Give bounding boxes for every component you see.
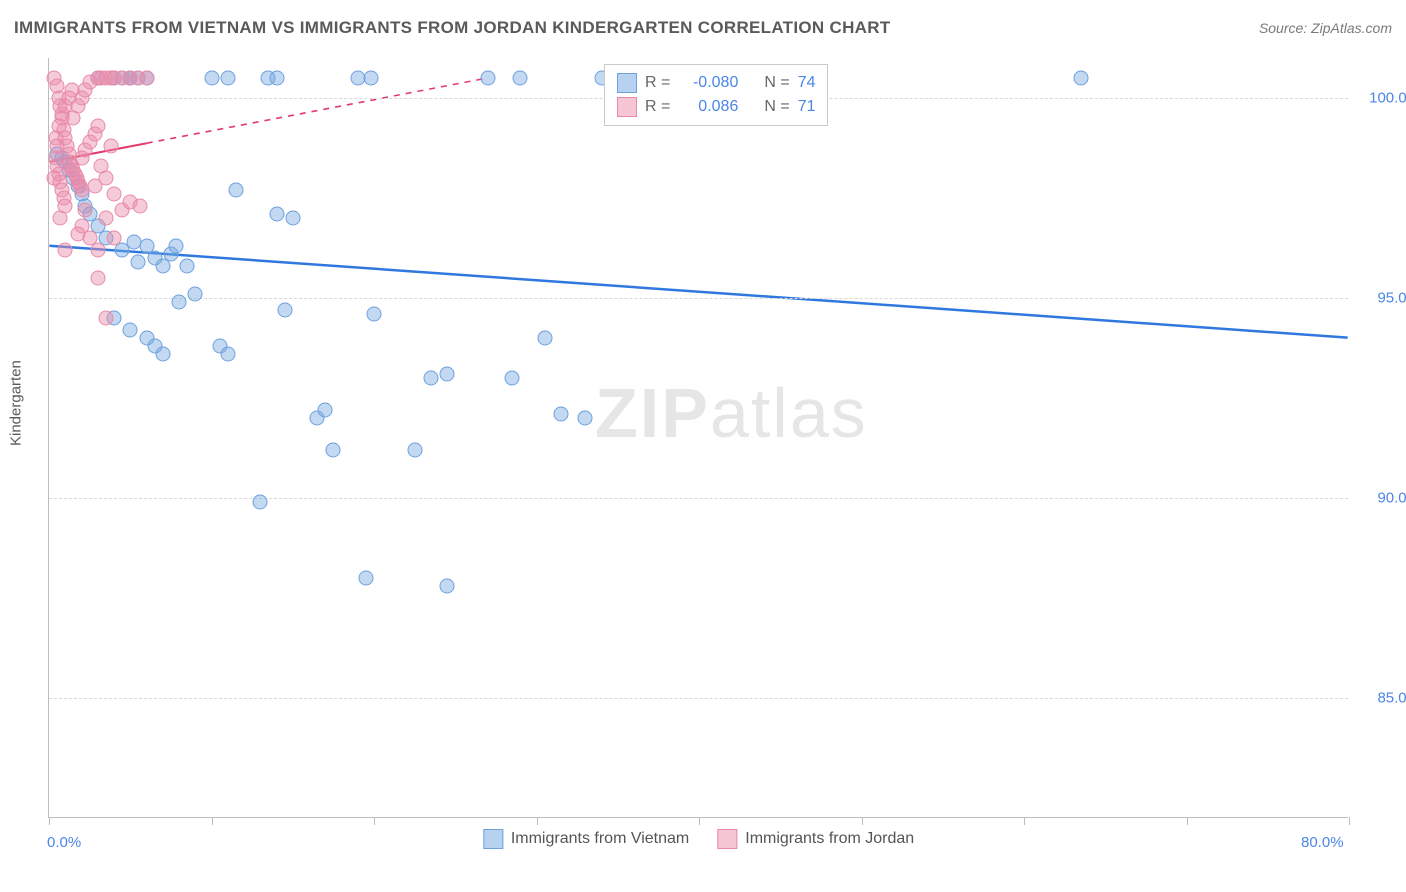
n-value: 71 [798, 95, 816, 119]
x-tick [1024, 817, 1025, 825]
x-tick [1187, 817, 1188, 825]
r-label: R = [645, 95, 670, 119]
legend-swatch [717, 829, 737, 849]
data-point-vietnam [188, 287, 203, 302]
data-point-vietnam [505, 371, 520, 386]
data-point-jordan [58, 243, 73, 258]
y-tick-label: 85.0% [1356, 690, 1406, 707]
data-point-vietnam [228, 183, 243, 198]
x-tick [374, 817, 375, 825]
r-value: -0.080 [678, 71, 738, 95]
legend-swatch [617, 97, 637, 117]
data-point-jordan [46, 171, 61, 186]
data-point-jordan [94, 159, 109, 174]
x-tick-label: 0.0% [47, 834, 81, 851]
series-legend-item: Immigrants from Jordan [717, 829, 914, 849]
n-label: N = [764, 71, 789, 95]
gridline-h [49, 298, 1348, 299]
stats-legend: R = -0.080 N = 74 R = 0.086 N = 71 [604, 64, 828, 126]
trendline-vietnam-solid [49, 246, 1347, 338]
data-point-vietnam [204, 71, 219, 86]
legend-swatch [483, 829, 503, 849]
watermark: ZIPatlas [595, 373, 868, 453]
data-point-jordan [139, 71, 154, 86]
data-point-jordan [50, 139, 65, 154]
y-axis-label: Kindergarten [8, 360, 25, 446]
x-tick [862, 817, 863, 825]
data-point-vietnam [358, 571, 373, 586]
data-point-jordan [98, 211, 113, 226]
x-tick [49, 817, 50, 825]
data-point-vietnam [513, 71, 528, 86]
legend-label: Immigrants from Jordan [745, 830, 914, 848]
data-point-vietnam [537, 331, 552, 346]
data-point-vietnam [168, 239, 183, 254]
data-point-jordan [107, 231, 122, 246]
data-point-vietnam [269, 207, 284, 222]
data-point-vietnam [269, 71, 284, 86]
x-tick [537, 817, 538, 825]
data-point-jordan [90, 243, 105, 258]
data-point-jordan [90, 271, 105, 286]
chart-title: IMMIGRANTS FROM VIETNAM VS IMMIGRANTS FR… [14, 18, 891, 38]
data-point-vietnam [423, 371, 438, 386]
data-point-vietnam [277, 303, 292, 318]
data-point-vietnam [253, 495, 268, 510]
data-point-jordan [107, 187, 122, 202]
data-point-jordan [90, 119, 105, 134]
data-point-vietnam [1073, 71, 1088, 86]
y-tick-label: 100.0% [1356, 90, 1406, 107]
data-point-vietnam [367, 307, 382, 322]
data-point-vietnam [407, 443, 422, 458]
n-label: N = [764, 95, 789, 119]
x-tick [1349, 817, 1350, 825]
series-legend-item: Immigrants from Vietnam [483, 829, 689, 849]
gridline-h [49, 498, 1348, 499]
data-point-jordan [53, 211, 68, 226]
data-point-vietnam [131, 255, 146, 270]
stats-legend-row: R = -0.080 N = 74 [617, 71, 815, 95]
data-point-vietnam [155, 347, 170, 362]
x-tick [212, 817, 213, 825]
data-point-vietnam [363, 71, 378, 86]
y-tick-label: 90.0% [1356, 490, 1406, 507]
data-point-vietnam [578, 411, 593, 426]
data-point-vietnam [123, 323, 138, 338]
x-tick [699, 817, 700, 825]
data-point-vietnam [326, 443, 341, 458]
data-point-jordan [64, 83, 79, 98]
series-legend: Immigrants from Vietnam Immigrants from J… [483, 829, 914, 849]
data-point-vietnam [220, 71, 235, 86]
data-point-jordan [77, 203, 92, 218]
data-point-vietnam [480, 71, 495, 86]
y-tick-label: 95.0% [1356, 290, 1406, 307]
n-value: 74 [798, 71, 816, 95]
stats-legend-row: R = 0.086 N = 71 [617, 95, 815, 119]
legend-label: Immigrants from Vietnam [511, 830, 689, 848]
source-label: Source: ZipAtlas.com [1259, 20, 1392, 36]
data-point-vietnam [285, 211, 300, 226]
data-point-vietnam [220, 347, 235, 362]
data-point-jordan [87, 179, 102, 194]
data-point-vietnam [180, 259, 195, 274]
data-point-vietnam [172, 295, 187, 310]
data-point-jordan [103, 139, 118, 154]
data-point-jordan [71, 227, 86, 242]
trendline-jordan-dashed [147, 78, 488, 143]
data-point-vietnam [553, 407, 568, 422]
r-label: R = [645, 71, 670, 95]
gridline-h [49, 698, 1348, 699]
data-point-jordan [98, 311, 113, 326]
data-point-vietnam [440, 579, 455, 594]
legend-swatch [617, 73, 637, 93]
r-value: 0.086 [678, 95, 738, 119]
data-point-vietnam [440, 367, 455, 382]
trend-lines-layer [49, 58, 1348, 817]
data-point-jordan [133, 199, 148, 214]
scatter-plot-area: ZIPatlas 85.0%90.0%95.0%100.0%0.0%80.0%R… [48, 58, 1348, 818]
data-point-vietnam [318, 403, 333, 418]
x-tick-label: 80.0% [1301, 834, 1344, 851]
